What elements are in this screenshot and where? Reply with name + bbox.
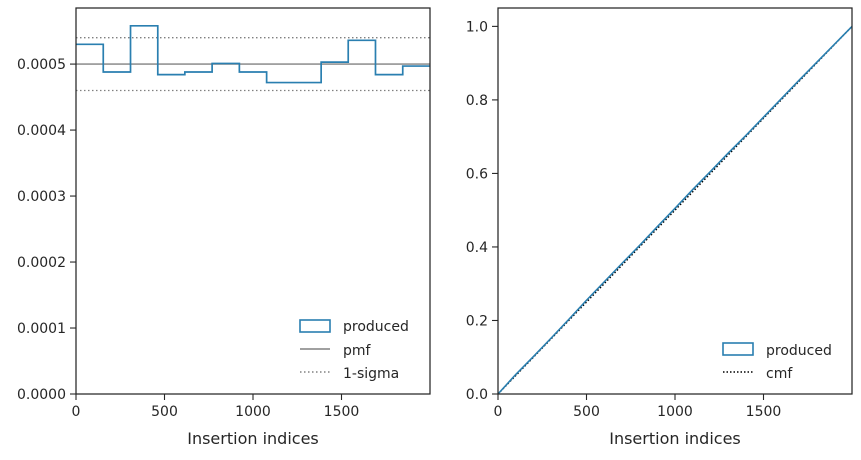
left-axes-frame <box>75 7 431 395</box>
right-axes-frame <box>497 7 853 395</box>
y-tick-label: 0.2 <box>466 313 488 329</box>
legend-label-cmf: cmf <box>766 366 793 382</box>
x-tick-label: 0 <box>72 404 81 420</box>
right-y-ticks: 0.0 0.2 0.4 0.6 0.8 1.0 <box>466 19 498 403</box>
right-x-axis-label: Insertion indices <box>609 429 741 448</box>
sigma-lines <box>76 37 430 92</box>
x-tick-label: 1000 <box>235 404 271 420</box>
y-tick-label: 0.6 <box>466 166 488 182</box>
left-x-ticks: 0 500 1000 1500 <box>72 394 360 420</box>
x-tick-label: 500 <box>573 404 600 420</box>
legend-label-produced: produced <box>343 319 409 335</box>
y-tick-label: 0.0 <box>466 387 488 403</box>
right-x-ticks: 0 500 1000 1500 <box>494 394 782 420</box>
y-tick-label: 1.0 <box>466 19 488 35</box>
y-tick-label: 0.0005 <box>17 57 66 73</box>
left-legend: produced pmf 1-sigma <box>299 319 409 382</box>
produced-histogram-step <box>76 24 430 84</box>
y-tick-label: 0.8 <box>466 93 488 109</box>
y-tick-label: 0.0001 <box>17 321 66 337</box>
x-tick-label: 500 <box>151 404 178 420</box>
left-x-axis-label: Insertion indices <box>187 429 319 448</box>
x-tick-label: 1500 <box>746 404 782 420</box>
x-tick-label: 0 <box>494 404 503 420</box>
legend-label-pmf: pmf <box>343 343 372 359</box>
legend-label-produced: produced <box>766 343 832 359</box>
x-tick-label: 1000 <box>657 404 693 420</box>
y-tick-label: 0.0002 <box>17 255 66 271</box>
cmf-panel: 0 500 1000 1500 0.0 0.2 0.4 0.6 0.8 1.0 Insertio… <box>466 7 853 448</box>
legend-label-sigma: 1-sigma <box>343 366 399 382</box>
pmf-histogram-panel: 0 500 1000 1500 0.00000.00010.00020.00030.0… <box>17 7 431 448</box>
y-tick-label: 0.0003 <box>17 189 66 205</box>
y-tick-label: 0.4 <box>466 240 488 256</box>
produced-cumulative-line <box>497 25 853 395</box>
legend-swatch-produced <box>722 342 754 356</box>
y-tick-label: 0.0000 <box>17 387 66 403</box>
x-tick-label: 1500 <box>324 404 360 420</box>
legend-swatch-produced <box>299 319 331 333</box>
y-tick-label: 0.0004 <box>17 123 66 139</box>
left-y-ticks: 0.0000 0.0001 0.0002 0.0003 0.0004 0.0005 <box>17 57 76 403</box>
right-legend: produced cmf <box>722 342 832 382</box>
